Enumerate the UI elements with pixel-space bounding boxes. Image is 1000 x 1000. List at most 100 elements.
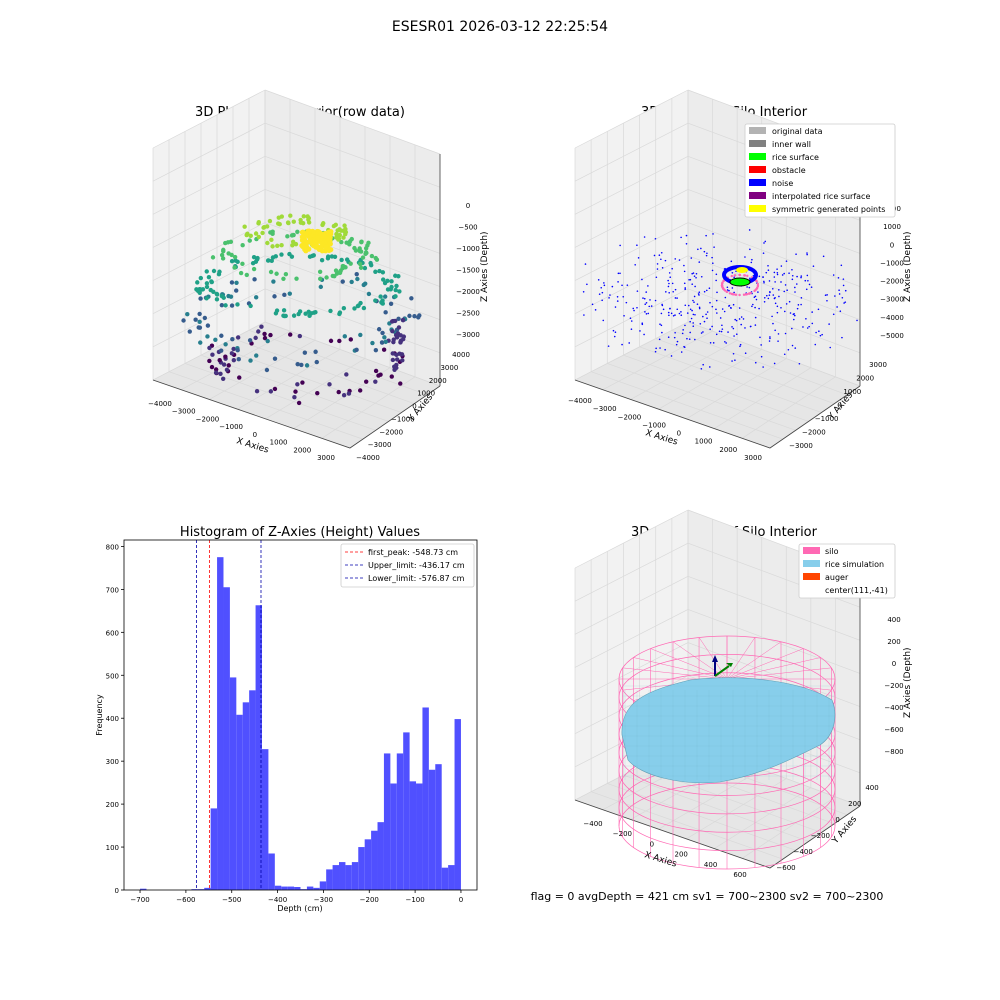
panel1-y-tick: 4000: [452, 351, 470, 359]
noise-point: [723, 310, 726, 313]
noise-point: [832, 313, 835, 316]
data-point: [389, 284, 394, 290]
noise-point: [601, 291, 604, 294]
noise-point: [716, 312, 718, 314]
data-point: [373, 255, 378, 261]
noise-point: [808, 283, 811, 286]
data-point: [396, 316, 401, 322]
symmetric-blob: [736, 267, 748, 273]
noise-point: [667, 311, 670, 314]
legend-swatch: [803, 560, 820, 567]
noise-point: [730, 307, 732, 309]
histogram-y-tick: 800: [106, 543, 119, 551]
noise-point: [796, 307, 799, 310]
interpolated-point: [746, 274, 749, 278]
histogram-x-ticks: −700 −600 −500 −400 −300 −200 −100 0: [130, 890, 463, 904]
noise-point: [661, 304, 664, 307]
noise-point: [649, 299, 651, 301]
data-point: [187, 329, 192, 334]
data-point: [267, 218, 273, 224]
noise-point: [764, 240, 767, 243]
noise-point: [841, 296, 844, 299]
noise-point: [748, 229, 751, 231]
data-point: [259, 324, 264, 329]
noise-point: [763, 296, 766, 299]
data-point: [217, 357, 222, 363]
noise-point: [607, 345, 610, 347]
data-point: [349, 279, 354, 285]
data-point: [298, 220, 304, 225]
noise-point: [659, 323, 661, 326]
noise-point: [634, 263, 636, 266]
noise-point: [744, 352, 747, 355]
noise-point: [808, 325, 810, 328]
interpolated-point: [747, 292, 751, 295]
data-point: [360, 255, 366, 260]
noise-point: [828, 323, 830, 325]
noise-point: [776, 273, 779, 276]
noise-point: [661, 266, 664, 269]
noise-point: [750, 325, 752, 328]
noise-point: [826, 294, 828, 296]
panel1-z-ticks: 0 −500 −1000 −1500 −2000 −2500 −3000: [456, 202, 480, 339]
data-point: [307, 313, 312, 319]
data-point: [314, 359, 319, 365]
noise-point: [699, 323, 702, 325]
data-point: [339, 239, 344, 245]
noise-point: [838, 289, 840, 292]
noise-point: [644, 311, 646, 313]
legend-swatch: [749, 153, 766, 160]
data-point: [325, 256, 331, 261]
panel2-x-tick: −3000: [593, 405, 617, 413]
interpolated-point: [756, 284, 760, 287]
noise-point: [614, 306, 617, 308]
noise-point: [755, 298, 758, 301]
interpolated-point: [721, 281, 724, 284]
noise-point: [768, 294, 771, 296]
data-point: [379, 340, 385, 345]
data-point: [253, 295, 259, 300]
data-point: [361, 282, 366, 288]
noise-point: [726, 289, 729, 291]
panel2-z-tick: 0: [890, 241, 894, 249]
noise-point: [838, 293, 841, 295]
data-point: [235, 335, 241, 340]
panel1-y-tick: −1000: [391, 415, 415, 423]
data-point: [198, 340, 203, 345]
data-point: [225, 240, 231, 245]
panel1-x-tick: 1000: [270, 439, 288, 447]
histogram-y-tick: 700: [106, 586, 119, 594]
noise-point: [771, 315, 773, 318]
data-point: [343, 265, 348, 270]
noise-point: [684, 324, 686, 327]
histogram-bar: [403, 732, 410, 890]
data-point: [333, 268, 339, 273]
noise-point: [619, 272, 621, 275]
noise-point: [643, 333, 645, 336]
noise-point: [715, 333, 718, 336]
noise-point: [800, 303, 802, 306]
silo-spoke: [726, 667, 832, 680]
histogram-bar: [358, 847, 365, 890]
panel4-z-ticks: 400 200 0 −200 −400 −600 −800: [884, 616, 903, 756]
noise-point: [674, 314, 676, 316]
noise-point: [621, 343, 623, 346]
noise-point: [674, 288, 677, 291]
legend-label: rice surface: [772, 153, 819, 162]
histogram-bar: [383, 753, 391, 890]
data-point: [380, 277, 386, 282]
noise-point: [611, 285, 614, 288]
data-point: [353, 248, 359, 253]
panel4-y-tick: −600: [776, 864, 795, 872]
noise-point: [676, 297, 678, 299]
data-point: [281, 276, 286, 281]
histogram-bar: [249, 690, 256, 890]
noise-point: [692, 325, 695, 327]
histogram-bar: [313, 887, 320, 890]
data-point: [264, 367, 270, 373]
noise-point: [659, 347, 661, 349]
interpolated-point: [738, 293, 741, 297]
noise-point: [749, 277, 751, 280]
noise-point: [672, 290, 675, 293]
data-point: [235, 302, 240, 307]
